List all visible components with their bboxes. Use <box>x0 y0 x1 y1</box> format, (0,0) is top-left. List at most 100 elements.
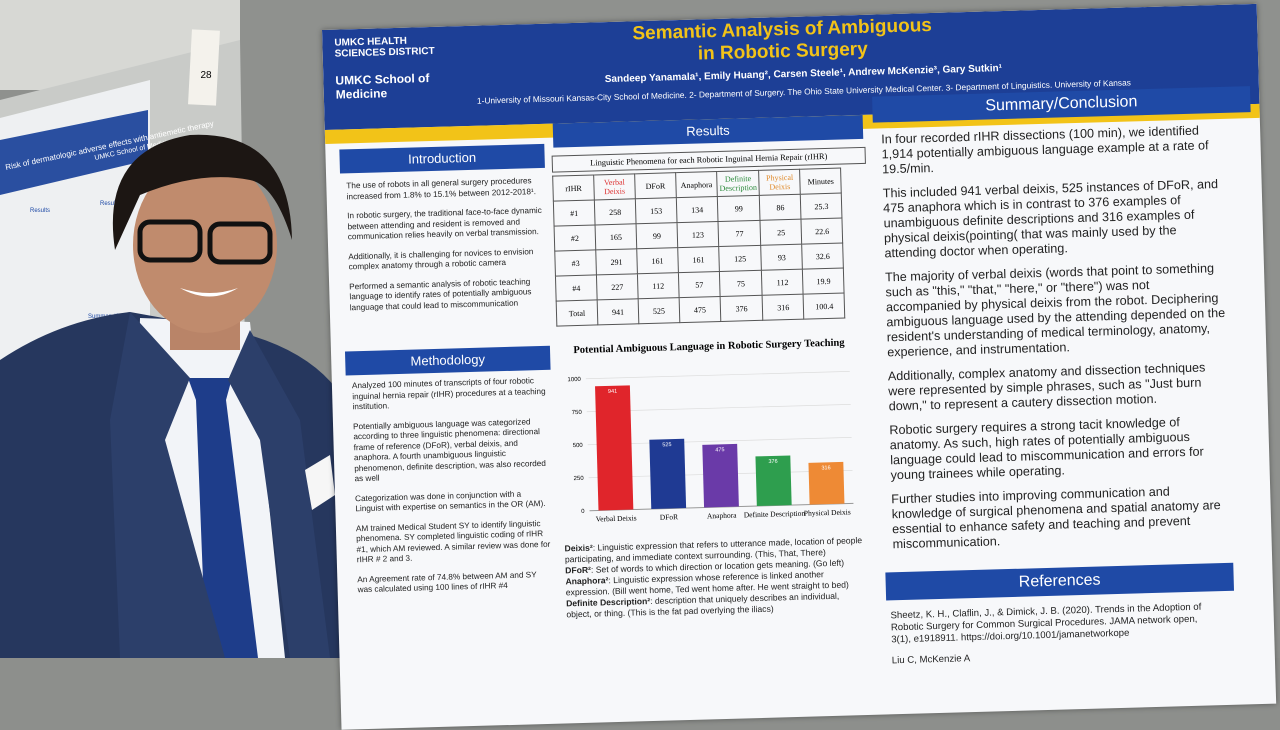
table-cell: 25.3 <box>800 193 843 220</box>
badge-card <box>188 29 220 106</box>
definition-term: Anaphora² <box>565 575 609 587</box>
x-tick-label: Verbal Deixis <box>596 513 637 523</box>
introduction-text: The use of robots in all general surgery… <box>346 176 545 322</box>
smile <box>180 288 238 297</box>
bar <box>808 461 845 505</box>
y-tick-label: 250 <box>574 476 585 482</box>
reference: Liu C, McKenzie A <box>891 653 971 667</box>
x-tick-label: DFoR <box>660 512 679 522</box>
methodology-text: Analyzed 100 minutes of transcripts of f… <box>352 376 553 605</box>
section-heading: Methodology <box>344 345 551 376</box>
table-cell: 525 <box>638 297 680 324</box>
table-header-cell: Minutes <box>799 168 842 195</box>
summary-text: In four recorded rIHR dissections (100 m… <box>881 123 1233 561</box>
table-cell: 161 <box>636 247 679 274</box>
table-cell: 112 <box>761 269 804 296</box>
table-header-cell: Definite Description <box>716 170 760 197</box>
bar <box>649 438 687 509</box>
side-poster-header <box>0 110 148 195</box>
hair <box>112 134 292 250</box>
section-heading: References <box>885 562 1235 601</box>
badge-number: 28 <box>200 70 212 81</box>
y-tick-label: 1000 <box>567 377 581 383</box>
glasses <box>207 221 273 265</box>
table-cell: 22.6 <box>801 218 843 245</box>
x-tick-label: Definite Description <box>744 509 806 520</box>
table-cell: Total <box>556 299 598 327</box>
grid-line <box>586 404 851 413</box>
y-tick-label: 750 <box>572 410 583 416</box>
poster: UMKC HEALTH SCIENCES DISTRICT UMKC Schoo… <box>322 3 1277 730</box>
table-header-cell: Verbal Deixis <box>593 173 636 200</box>
table-cell: 57 <box>678 271 721 298</box>
table-header-cell: DFoR <box>634 172 677 199</box>
y-tick-label: 500 <box>573 443 584 449</box>
table-cell: 77 <box>718 220 762 247</box>
lapel <box>110 312 225 658</box>
definitions: Deixis²: Linguistic expression that refe… <box>564 535 866 620</box>
grid-line <box>587 437 852 446</box>
face <box>133 157 277 333</box>
paragraph: Additionally, complex anatomy and dissec… <box>887 360 1206 414</box>
value-label: 316 <box>821 465 830 471</box>
table-cell: 112 <box>637 272 680 299</box>
table-cell: 161 <box>677 246 720 273</box>
table-cell: 227 <box>596 273 639 300</box>
paragraph: The majority of verbal deixis (words tha… <box>884 261 1226 360</box>
paragraph: In four recorded rIHR dissections (100 m… <box>881 123 1209 177</box>
table-cell: 99 <box>636 222 678 249</box>
table-cell: 134 <box>676 196 719 223</box>
table-cell: 258 <box>594 198 637 225</box>
table-cell: 100.4 <box>803 293 846 320</box>
paragraph: Robotic surgery requires a strong tacit … <box>889 415 1204 483</box>
logo: UMKC HEALTH SCIENCES DISTRICT <box>334 35 435 60</box>
table-cell: 32.6 <box>801 243 844 270</box>
references-text: Sheetz, K. H., Claflin, J., & Dimick, J.… <box>890 601 1212 676</box>
x-tick-label: Physical Deixis <box>804 507 851 517</box>
x-tick-label: Anaphora <box>707 511 737 521</box>
table-cell: 93 <box>761 244 803 271</box>
table-cell: 153 <box>635 197 678 224</box>
lapel <box>228 330 330 658</box>
table-cell: 291 <box>595 248 638 275</box>
paragraph: The use of robots in all general surgery… <box>346 176 537 201</box>
paragraph: Performed a semantic analysis of robotic… <box>349 276 532 312</box>
definition-term: DFoR² <box>565 564 592 576</box>
bar <box>595 385 634 511</box>
side-poster-header-text: Results <box>100 201 120 207</box>
grid-line <box>585 371 850 380</box>
table-cell: 125 <box>718 245 762 272</box>
section-heading: Introduction <box>339 143 545 174</box>
chart-title: Potential Ambiguous Language in Robotic … <box>573 338 845 357</box>
table-cell: #4 <box>555 274 598 302</box>
table-cell: #2 <box>554 224 596 252</box>
table-cell: 99 <box>717 195 761 222</box>
side-poster-header-text: Results <box>30 208 50 214</box>
paragraph: Additionally, it is challenging for novi… <box>348 246 534 272</box>
results-table: rIHR Verbal Deixis DFoR Anaphora Definite De… <box>552 168 846 327</box>
paragraph: AM trained Medical Student SY to identif… <box>355 518 551 565</box>
table-header-cell: Physical Deixis <box>758 169 801 196</box>
paragraph: Categorization was done in conjunction w… <box>354 489 546 514</box>
table-cell: 316 <box>762 294 805 321</box>
paragraph: An Agreement rate of 74.8% between AM an… <box>357 569 537 595</box>
table-cell: 19.9 <box>802 268 845 295</box>
table-cell: 25 <box>760 219 802 246</box>
paragraph: Analyzed 100 minutes of transcripts of f… <box>351 376 546 412</box>
paragraph: Further studies into improving communica… <box>891 484 1221 552</box>
table-cell: #1 <box>553 199 596 227</box>
table-cell: 75 <box>719 270 763 297</box>
table-cell: 123 <box>677 221 719 248</box>
table-cell: 376 <box>720 295 764 322</box>
table-header-cell: Anaphora <box>675 171 718 198</box>
value-label: 941 <box>608 389 617 395</box>
value-label: 475 <box>715 447 724 453</box>
glasses <box>137 219 203 263</box>
paragraph: In robotic surgery, the traditional face… <box>347 205 542 242</box>
definition-term: Deixis² <box>564 542 593 554</box>
table-cell: 86 <box>759 194 802 221</box>
table-cell: 475 <box>679 296 721 323</box>
value-label: 525 <box>662 442 671 448</box>
table-cell: #3 <box>554 249 597 277</box>
